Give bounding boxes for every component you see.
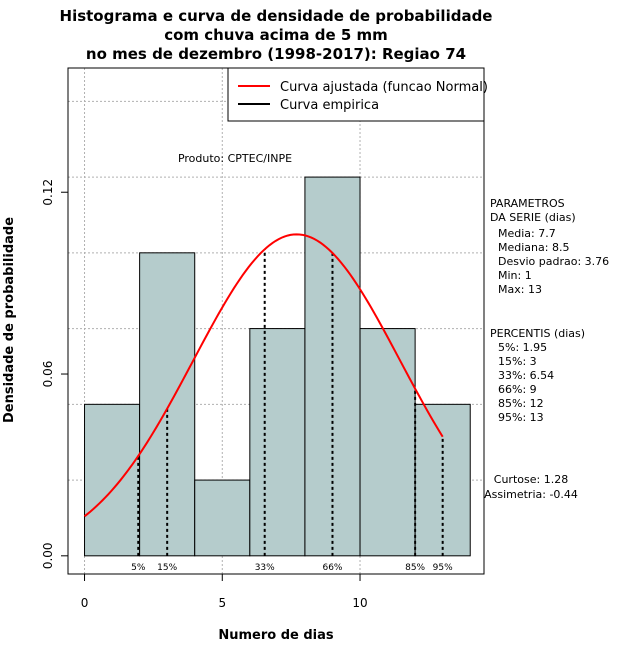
parameter-line: Desvio padrao: 3.76 [498,255,609,268]
parameters-heading: PARAMETROS [490,197,565,210]
legend-label-fitted: Curva ajustada (funcao Normal) [280,80,488,95]
legend-label-empirical: Curva empirica [280,98,379,113]
histogram-bars [84,176,471,557]
histogram-bar [194,479,251,557]
percentile-line-text: 66%: 9 [498,383,537,396]
chart-title: Histograma e curva de densidade de proba… [60,7,493,63]
x-axis-label: Numero de dias [218,628,334,643]
y-tick-label: 0.00 [41,542,55,569]
y-tick-label: 0.12 [41,179,55,206]
histogram-bar [139,252,196,557]
x-tick-label: 10 [352,596,367,610]
percentile-lines: 5% 15% 33% 66% 85% 95% [131,249,453,573]
y-tick-label: 0.06 [41,361,55,388]
parameter-line: Max: 13 [498,283,542,296]
percentile-line-text: 15%: 3 [498,355,537,368]
parameter-line: Media: 7.7 [498,227,556,240]
title-line: no mes de dezembro (1998-2017): Regiao 7… [86,45,466,63]
percentile-label: 85% [405,563,425,573]
percentile-line-text: 95%: 13 [498,411,544,424]
product-annotation: Produto: CPTEC/INPE [178,152,292,165]
parameters-heading: DA SERIE (dias) [490,211,576,224]
histogram-bar [359,328,416,557]
histogram-bar [414,403,471,557]
percentiles-heading: PERCENTIS (dias) [490,327,585,340]
parameter-line: Min: 1 [498,269,532,282]
percentile-line-text: 5%: 1.95 [498,341,547,354]
histogram-bar [84,403,141,557]
x-tick-label: 0 [81,596,89,610]
fitted-curve-layer: Produto: CPTEC/INPE [83,152,444,518]
percentile-label: 66% [322,563,342,573]
histogram-bar [249,328,306,557]
legend: Curva ajustada (funcao Normal) Curva empi… [227,67,488,122]
parameter-line: Mediana: 8.5 [498,241,569,254]
x-tick-label: 5 [218,596,226,610]
title-line: com chuva acima de 5 mm [164,26,388,44]
percentile-label: 15% [157,563,177,573]
percentile-label: 5% [131,563,146,573]
percentile-label: 33% [255,563,275,573]
percentile-label: 95% [433,563,453,573]
shape-line: Assimetria: -0.44 [484,488,578,501]
fitted-normal-curve [83,233,444,518]
y-axis-label: Densidade de probabilidade [2,217,17,423]
axes: 0 5 10 0.00 0.06 0.12 Numero de dias Densidade … [2,179,368,643]
legend-box [227,67,485,122]
shape-line: Curtose: 1.28 [494,473,568,486]
percentile-line-text: 85%: 12 [498,397,544,410]
percentile-line-text: 33%: 6.54 [498,369,554,382]
title-line: Histograma e curva de densidade de proba… [60,7,493,25]
